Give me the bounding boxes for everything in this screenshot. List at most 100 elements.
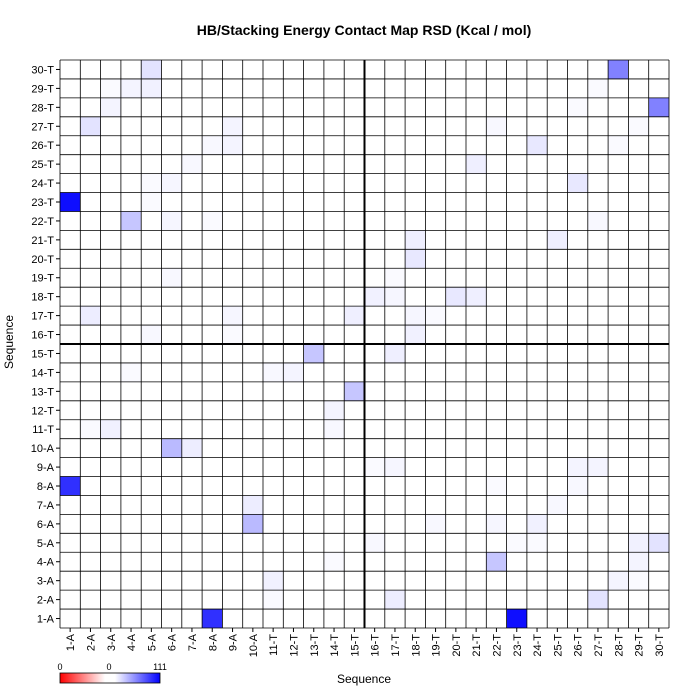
heatmap-cell <box>526 514 548 534</box>
heatmap-cell <box>486 116 507 136</box>
heatmap-cell <box>222 306 243 326</box>
heatmap-cell <box>506 609 527 628</box>
x-tick-label: 20-T <box>451 634 463 657</box>
heatmap-cell <box>344 381 365 401</box>
x-tick-label: 7-A <box>187 633 199 651</box>
y-tick-label: 2-A <box>37 595 55 607</box>
heatmap-cell <box>80 116 101 136</box>
x-tick-label: 9-A <box>228 633 240 651</box>
heatmap-cell <box>364 457 385 477</box>
x-tick-label: 10-A <box>248 633 260 657</box>
y-tick-label: 14-T <box>31 367 54 379</box>
heatmap-cell <box>242 495 263 515</box>
y-tick-label: 1-A <box>37 614 55 626</box>
heatmap-cell <box>323 419 345 439</box>
heatmap-cell <box>648 533 669 553</box>
colorbar: 0 0 111 <box>57 662 167 684</box>
x-tick-label: 17-T <box>390 634 402 657</box>
y-tick-label: 30-T <box>31 64 54 76</box>
heatmap-cell <box>141 325 162 344</box>
heatmap-cell <box>263 362 284 382</box>
y-tick-label: 28-T <box>31 102 54 114</box>
heatmap-cell <box>445 287 466 307</box>
heatmap-cell <box>526 135 548 155</box>
heatmap-cell <box>141 60 162 79</box>
y-tick-label: 21-T <box>31 235 54 247</box>
heatmap-cell <box>222 325 243 344</box>
y-axis-label: Sequence <box>2 315 16 369</box>
colorbar-tick-label: 0 <box>106 662 111 672</box>
heatmap-cell <box>587 457 609 477</box>
heatmap-cell <box>242 514 263 534</box>
heatmap-cell <box>466 154 487 174</box>
colorbar-gradient <box>59 672 161 684</box>
y-tick-label: 18-T <box>31 292 54 304</box>
x-tick-label: 15-T <box>349 634 361 657</box>
heatmap-cell <box>384 344 406 363</box>
x-tick-label: 18-T <box>410 634 422 657</box>
heatmap-cell <box>405 325 426 344</box>
heatmap-cell <box>608 571 629 591</box>
heatmap-cell <box>202 135 223 155</box>
heatmap-cell <box>161 438 182 458</box>
x-tick-label: 13-T <box>309 634 321 657</box>
heatmap-cell <box>181 154 203 174</box>
heatmap-cell <box>628 533 649 553</box>
heatmap-cell <box>161 268 182 288</box>
heatmap-cell <box>161 211 182 231</box>
y-tick-label: 6-A <box>37 519 55 531</box>
heatmap-cell <box>628 571 649 591</box>
heatmap-cell <box>80 306 101 326</box>
x-tick-label: 3-A <box>106 633 118 651</box>
heatmap-cell <box>323 552 345 572</box>
heatmap-cell <box>364 287 385 307</box>
heatmap-cell <box>283 362 304 382</box>
y-tick-label: 15-T <box>31 348 54 360</box>
heatmap-cell <box>60 476 81 496</box>
heatmap-cell <box>60 192 81 212</box>
heatmap-cell <box>405 249 426 269</box>
heatmap-cell <box>120 211 142 231</box>
y-tick-label: 25-T <box>31 159 54 171</box>
heatmap-cell <box>141 192 162 212</box>
y-tick-label: 26-T <box>31 140 54 152</box>
heatmap-cell <box>222 135 243 155</box>
heatmap-cell <box>80 419 101 439</box>
heatmap-cell <box>263 590 284 610</box>
heatmap-cell <box>506 533 527 553</box>
x-tick-label: 11-T <box>268 634 280 656</box>
x-tick-label: 24-T <box>532 634 544 657</box>
y-tick-label: 13-T <box>31 386 54 398</box>
x-tick-label: 8-A <box>207 633 219 651</box>
heatmap-cell <box>587 78 609 98</box>
y-tick-label: 27-T <box>31 121 54 133</box>
y-tick-label: 4-A <box>37 557 55 569</box>
heatmap-cell <box>567 457 588 477</box>
heatmap-cell <box>608 60 629 79</box>
y-tick-labels: 1-A 2-A 3-A 4-A 5-A 6-A 7-A 8-A 9-A 10-A 11-T 12-T 1… <box>31 64 60 626</box>
x-tick-label: 28-T <box>613 634 625 657</box>
heatmap-cell <box>405 306 426 326</box>
y-tick-label: 16-T <box>31 330 54 342</box>
heatmap-cell <box>202 211 223 231</box>
x-tick-label: 26-T <box>573 634 585 657</box>
heatmap-cell <box>405 230 426 250</box>
heatmap-cell <box>384 590 406 610</box>
heatmap-cell <box>263 571 284 591</box>
x-tick-label: 4-A <box>126 633 138 651</box>
heatmap-cell <box>628 552 649 572</box>
heatmap-cell <box>323 400 345 420</box>
heatmap-cell <box>120 362 142 382</box>
heatmap-cell <box>526 533 548 553</box>
y-tick-label: 19-T <box>31 273 54 285</box>
x-tick-label: 14-T <box>329 634 341 657</box>
heatmap-cell <box>547 230 568 250</box>
y-tick-label: 9-A <box>37 462 55 474</box>
heatmap-cell <box>567 173 588 193</box>
heatmap-cell <box>547 495 568 515</box>
heatmap-cell <box>384 287 406 307</box>
x-tick-label: 30-T <box>654 634 666 657</box>
heatmap-cell <box>202 609 223 628</box>
heatmap-cell <box>628 116 649 136</box>
